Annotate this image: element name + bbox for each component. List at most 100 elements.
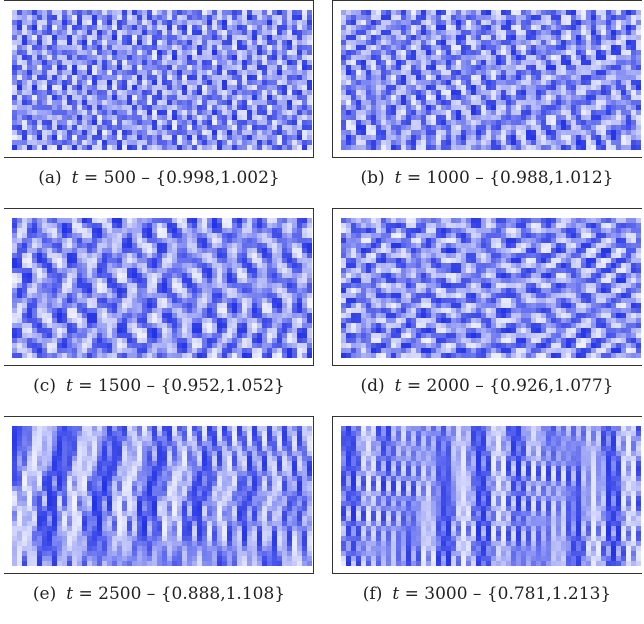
- pattern-cell: [77, 95, 83, 101]
- pattern-cell: [47, 135, 53, 141]
- pattern-cell: [381, 85, 387, 91]
- pattern-cell: [197, 65, 203, 71]
- pattern-cell: [297, 323, 303, 329]
- pattern-cell: [287, 75, 293, 81]
- pattern-cell: [356, 120, 362, 126]
- pattern-cell: [92, 135, 98, 141]
- pattern-cell: [242, 20, 248, 26]
- pattern-cell: [356, 105, 362, 111]
- pattern-cell: [177, 248, 183, 254]
- pattern-cell: [376, 95, 382, 101]
- pattern-cell: [242, 338, 248, 344]
- pattern-cell: [471, 55, 477, 61]
- pattern-cell: [27, 110, 33, 116]
- pattern-cell: [127, 135, 133, 141]
- pattern-cell: [292, 65, 298, 71]
- pattern-cell: [391, 110, 397, 116]
- pattern-cell: [586, 55, 592, 61]
- pattern-cell: [32, 70, 38, 76]
- pattern-cell: [401, 145, 407, 150]
- pattern-cell: [371, 90, 377, 96]
- pattern-cell: [267, 228, 273, 234]
- pattern-cell: [616, 75, 622, 81]
- pattern-cell: [636, 105, 641, 111]
- pattern-cell: [531, 65, 537, 71]
- pattern-cell: [591, 95, 597, 101]
- pattern-cell: [391, 60, 397, 66]
- pattern-cell: [272, 298, 278, 304]
- pattern-cell: [147, 130, 153, 136]
- pattern-cell: [481, 10, 487, 16]
- pattern-cell: [601, 45, 607, 51]
- pattern-cell: [37, 238, 43, 244]
- pattern-cell: [22, 55, 28, 61]
- pattern-cell: [77, 65, 83, 71]
- pattern-cell: [242, 45, 248, 51]
- pattern-cell: [461, 115, 467, 121]
- pattern-cell: [307, 45, 312, 51]
- pattern-cell: [17, 308, 23, 314]
- pattern-cell: [62, 333, 68, 339]
- pattern-cell: [307, 10, 312, 16]
- pattern-cell: [441, 65, 447, 71]
- pattern-cell: [207, 283, 213, 289]
- pattern-cell: [616, 85, 622, 91]
- pattern-cell: [187, 318, 193, 324]
- pattern-cell: [506, 40, 512, 46]
- pattern-cell: [177, 298, 183, 304]
- pattern-cell: [102, 293, 108, 299]
- pattern-cell: [77, 293, 83, 299]
- pattern-cell: [282, 313, 288, 319]
- pattern-cell: [237, 135, 243, 141]
- pattern-cell: [137, 35, 143, 41]
- pattern-cell: [521, 45, 527, 51]
- pattern-cell: [386, 105, 392, 111]
- pattern-cell: [556, 50, 562, 56]
- pattern-cell: [232, 105, 238, 111]
- pattern-cell: [406, 110, 412, 116]
- pattern-cell: [102, 105, 108, 111]
- pattern-cell: [237, 110, 243, 116]
- pattern-cell: [102, 228, 108, 234]
- pattern-cell: [436, 85, 442, 91]
- pattern-cell: [561, 95, 567, 101]
- pattern-cell: [122, 318, 128, 324]
- pattern-cell: [272, 70, 278, 76]
- pattern-cell: [22, 318, 28, 324]
- pattern-cell: [37, 343, 43, 349]
- pattern-cell: [566, 75, 572, 81]
- pattern-cell: [252, 223, 258, 229]
- pattern-cell: [411, 55, 417, 61]
- pattern-cell: [132, 338, 138, 344]
- pattern-cell: [486, 45, 492, 51]
- pattern-cell: [92, 60, 98, 66]
- pattern-cell: [441, 60, 447, 66]
- pattern-cell: [202, 35, 208, 41]
- pattern-cell: [172, 80, 178, 86]
- pattern-cell: [212, 120, 218, 126]
- pattern-cell: [72, 318, 78, 324]
- pattern-cell: [386, 125, 392, 131]
- pattern-cell: [152, 318, 158, 324]
- pattern-cell: [381, 120, 387, 126]
- pattern-cell: [486, 50, 492, 56]
- pattern-cell: [122, 130, 128, 136]
- pattern-cell: [621, 85, 627, 91]
- pattern-cell: [232, 125, 238, 131]
- pattern-cell: [222, 105, 228, 111]
- pattern-cell: [127, 323, 133, 329]
- pattern-cell: [172, 55, 178, 61]
- pattern-cell: [132, 258, 138, 264]
- pattern-cell: [526, 125, 532, 131]
- pattern-cell: [601, 145, 607, 150]
- pattern-cell: [247, 110, 253, 116]
- pattern-cell: [277, 45, 283, 51]
- pattern-cell: [182, 303, 188, 309]
- pattern-cell: [17, 45, 23, 51]
- pattern-cell: [591, 70, 597, 76]
- pattern-cell: [277, 10, 283, 16]
- pattern-cell: [636, 40, 641, 46]
- pattern-cell: [551, 65, 557, 71]
- pattern-cell: [137, 40, 143, 46]
- pattern-cell: [212, 218, 218, 224]
